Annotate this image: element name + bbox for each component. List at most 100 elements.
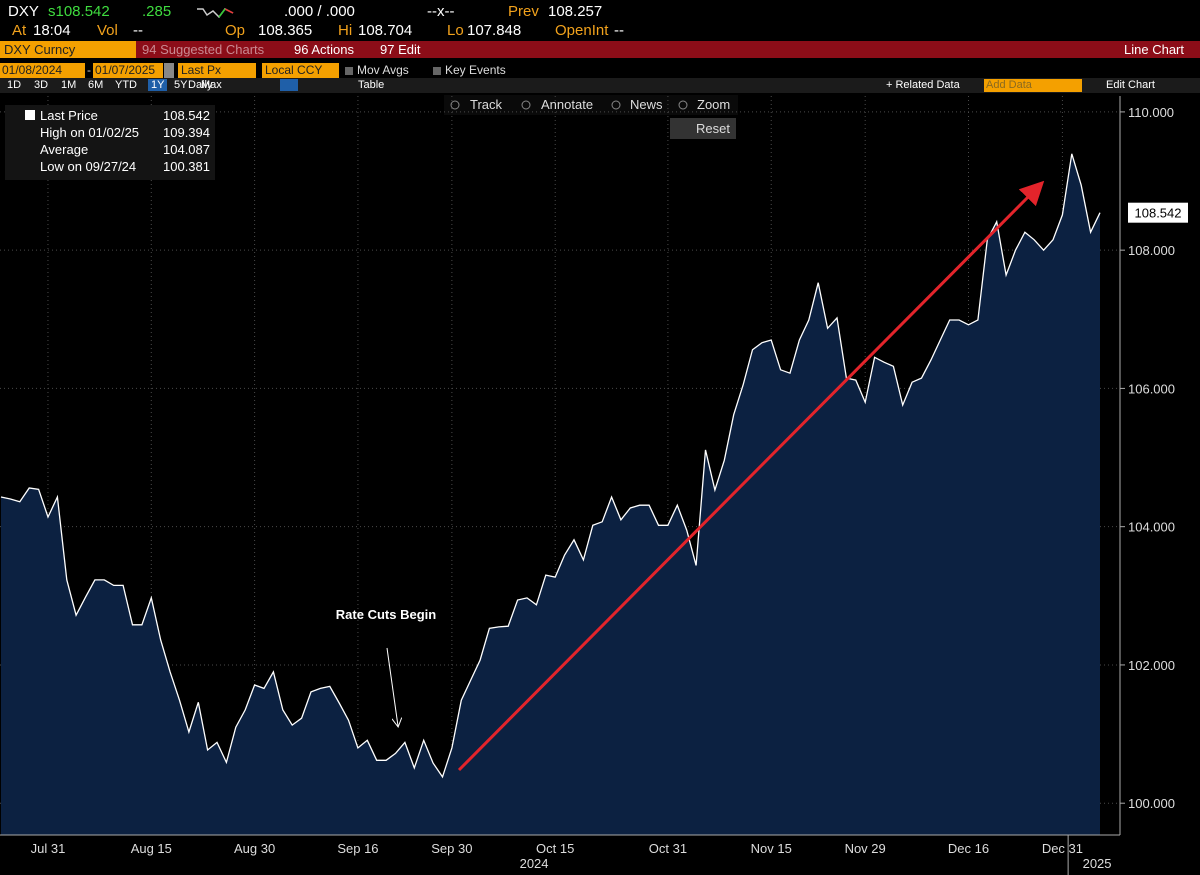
prev-label: Prev [508,3,539,20]
last-price-label: 108.542 [1135,206,1182,221]
toolbar-icon [521,100,531,110]
low-label: Lo [447,22,464,39]
news-button[interactable]: News [630,97,663,112]
x-tick-label: Oct 15 [536,841,574,856]
legend-label: Last Price [40,108,98,123]
x-tick-label: Dec 16 [948,841,989,856]
x-tick-label: Dec 31 [1042,841,1083,856]
legend-label: High on 01/02/25 [40,125,140,140]
period-bar: Daily Table + Related Data Add Data Edit… [0,78,1200,93]
high-label: Hi [338,22,353,39]
period-button[interactable]: 6M [88,79,104,91]
add-data[interactable]: Add Data [984,79,1082,92]
legend-value: 109.394 [163,125,210,140]
edit-menu[interactable]: 97 Edit [380,42,421,57]
mov-avgs[interactable]: Mov Avgs [357,63,409,77]
period-button[interactable]: 1Y [148,79,168,91]
year-label: 2025 [1083,856,1112,871]
legend-label: Average [40,142,89,157]
legend-value: 104.087 [163,142,210,157]
year-label: 2024 [520,856,549,871]
x-tick-label: Jul 31 [31,841,66,856]
toolbar-bg [444,95,738,115]
legend-value: 108.542 [163,108,210,123]
x-tick-label: Aug 15 [131,841,172,856]
low-value: 107.848 [467,22,522,39]
track-button[interactable]: Track [470,97,503,112]
prev-value: 108.257 [548,3,603,20]
currency-select[interactable]: Local CCY [262,63,339,78]
y-tick-label: 104.000 [1128,520,1175,535]
openint-value: -- [614,22,624,39]
time-value: 18:04 [33,22,71,39]
x-tick-label: Oct 31 [649,841,687,856]
period-button[interactable]: 1D [7,79,22,91]
table-button[interactable]: Table [358,79,385,91]
legend-label: Low on 09/27/24 [40,159,137,174]
open-label: Op [225,22,246,39]
x-tick-label: Sep 16 [337,841,378,856]
settings-bar: 01/08/2024 - 01/07/2025 Last Px Local CC… [0,63,1200,78]
period-button[interactable]: 5Y [174,79,188,91]
chart-kind: Line Chart [1124,42,1184,57]
vol-label: Vol [97,22,118,39]
ticker: DXY [8,3,39,20]
line-chart-button[interactable] [280,79,298,91]
bid-ask: .000 / .000 [284,3,355,20]
edit-chart[interactable]: Edit Chart [1106,79,1155,91]
high-value: 108.704 [358,22,413,39]
openint-label: OpenInt [555,22,609,39]
zoom-button[interactable]: Zoom [697,97,731,112]
period-button[interactable]: Max [201,79,222,91]
suggested-charts[interactable]: 94 Suggested Charts [142,42,265,57]
period-button[interactable]: 1M [61,79,77,91]
y-tick-label: 102.000 [1128,658,1175,673]
period-button[interactable]: YTD [115,79,137,91]
toolbar-icon [450,100,460,110]
area [1,153,1100,836]
y-tick-label: 106.000 [1128,381,1175,396]
last-price: s108.542 [48,3,110,20]
field-select[interactable]: Last Px [178,63,256,78]
annotation: Rate Cuts Begin [336,607,436,622]
legend: Last Price 108.542 High on 01/02/25 109.… [5,105,215,180]
frequency[interactable]: Daily [188,79,213,91]
menu-bar: DXY Curncy 94 Suggested Charts 96 Action… [0,41,1200,58]
y-tick-label: 100.000 [1128,796,1175,811]
security-field[interactable]: DXY Curncy [0,41,136,58]
time-label: At [12,22,27,39]
x-tick-label: Sep 30 [431,841,472,856]
end-date[interactable]: 01/07/2025 [93,63,163,78]
actions-menu[interactable]: 96 Actions [294,42,354,57]
start-date[interactable]: 01/08/2024 [0,63,85,78]
date-dash: - [87,63,91,77]
annotation-arrow [386,647,398,726]
trend-arrow [457,180,1045,772]
y-tick-label: 110.000 [1128,105,1174,120]
calendar-button[interactable] [164,63,174,78]
toolbar-icon [678,100,688,110]
change: .285 [142,3,172,20]
annotate-button[interactable]: Annotate [541,97,594,112]
period-button[interactable]: 3D [34,79,49,91]
x-tick-label: Nov 29 [845,841,886,856]
legend-value: 100.381 [163,159,210,174]
checkbox[interactable] [433,67,441,75]
last-price-tag [1128,202,1188,223]
reset-button[interactable]: Reset [670,118,736,139]
legend-swatch [25,110,35,120]
toolbar-icons [444,95,738,115]
related-data[interactable]: + Related Data [886,79,960,91]
open-value: 108.365 [258,22,313,39]
checkbox[interactable] [345,67,353,75]
spark-icon [197,8,234,19]
vol-value: -- [133,22,143,39]
x-tick-label: Nov 15 [751,841,792,856]
toolbar-icon [611,100,621,110]
reset-label: Reset [696,121,730,136]
key-events[interactable]: Key Events [445,63,506,77]
x-tick-label: Aug 30 [234,841,275,856]
size: --x-- [427,3,455,20]
